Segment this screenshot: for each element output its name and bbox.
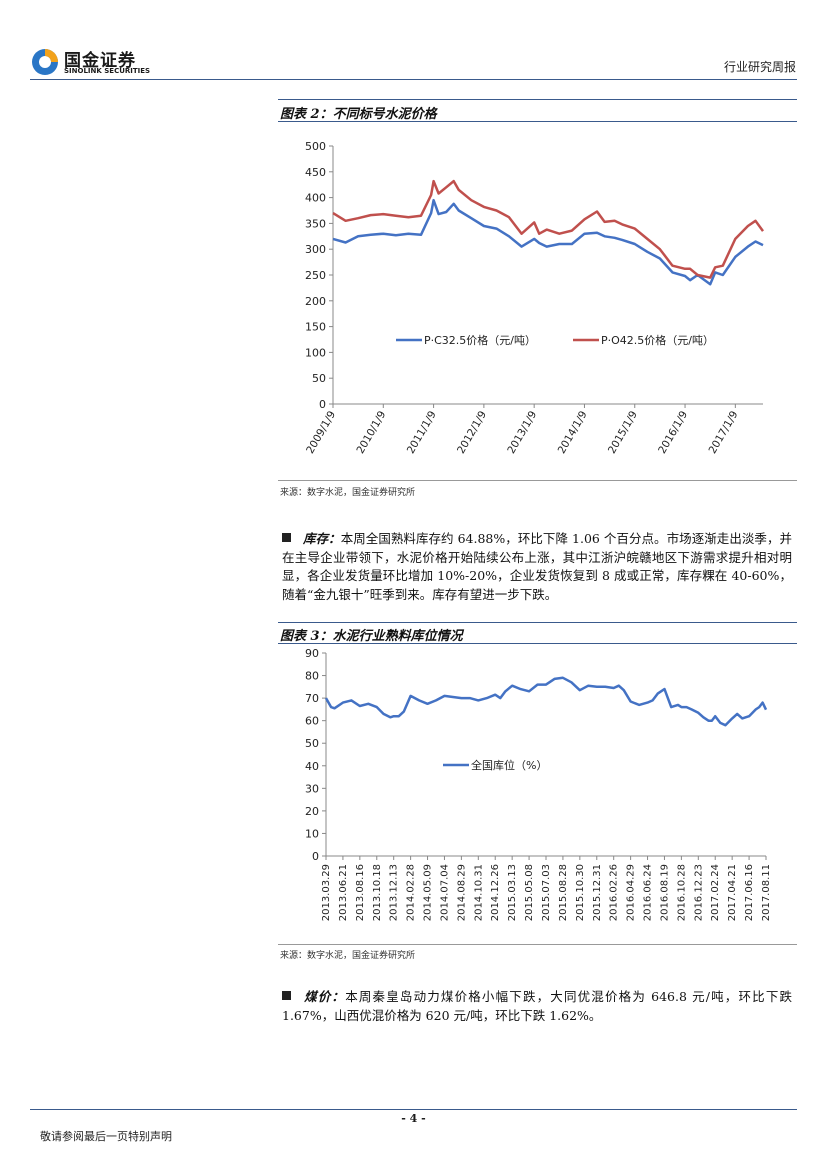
y-tick-label: 500 (305, 140, 326, 153)
y-tick-label: 30 (305, 782, 319, 795)
x-tick-label: 2015.10.30 (575, 864, 586, 921)
x-tick-label: 2013.06.21 (338, 864, 349, 921)
paragraph-lead: 库存： (303, 531, 341, 546)
y-tick-label: 150 (305, 321, 326, 334)
x-tick-label: 2016.06.24 (643, 864, 654, 921)
x-tick-label: 2013.12.13 (389, 864, 400, 921)
x-tick-label: 2017.02.24 (710, 864, 721, 921)
x-tick-label: 2015/1/9 (606, 409, 640, 456)
bullet-icon (282, 533, 291, 542)
y-tick-label: 400 (305, 192, 326, 205)
fig3-chart: 0 10 20 30 40 50 60 70 80 90 2013.03.29 2013.06.21 2… (305, 647, 772, 921)
y-tick-label: 70 (305, 692, 319, 705)
y-tick-label: 50 (305, 737, 319, 750)
x-tick-label: 2011/1/9 (405, 409, 439, 456)
x-tick-label: 2016.12.23 (693, 864, 704, 921)
x-tick-label: 2009/1/9 (304, 409, 338, 456)
y-tick-label: 350 (305, 217, 326, 230)
fig3-top-rule (278, 622, 797, 623)
y-tick-label: 250 (305, 269, 326, 282)
bullet-icon (282, 991, 291, 1000)
x-tick-label: 2017/1/9 (707, 409, 741, 456)
paragraph-inventory: 库存：本周全国熟料库存约 64.88%，环比下降 1.06 个百分点。市场逐渐走… (282, 530, 792, 604)
fig2-title-rule (278, 121, 797, 122)
legend-label: P·C32.5价格（元/吨） (424, 333, 536, 347)
y-tick-label: 0 (312, 850, 319, 863)
x-tick-label: 2010/1/9 (355, 409, 389, 456)
paragraph-text: 本周秦皇岛动力煤价格小幅下跌，大同优混价格为 646.8 元/吨，环比下跌 1.… (282, 989, 792, 1023)
x-tick-label: 2016.08.19 (659, 864, 670, 921)
paragraph-lead: 煤价： (303, 989, 346, 1004)
x-tick-label: 2017.08.11 (761, 864, 772, 921)
fig2-source: 来源：数字水泥，国金证券研究所 (280, 488, 416, 498)
x-tick-label: 2014.10.31 (473, 864, 484, 921)
x-tick-label: 2013/1/9 (505, 409, 539, 456)
fig3-title: 图表 3：水泥行业熟料库位情况 (280, 629, 463, 644)
logo: 国金证券 SINOLINK SECURITIES (30, 46, 160, 78)
logo-icon (32, 49, 58, 75)
x-tick-label: 2015.05.08 (524, 864, 535, 921)
y-tick-label: 80 (305, 670, 319, 683)
series-line (324, 676, 768, 727)
y-tick-label: 300 (305, 243, 326, 256)
x-tick-label: 2014.08.29 (456, 864, 467, 921)
x-tick-label: 2014.02.28 (406, 864, 417, 921)
header-rule (30, 79, 797, 80)
x-tick-label: 2013.10.18 (372, 864, 383, 921)
x-tick-label: 2014.05.09 (423, 864, 434, 921)
y-tick-label: 200 (305, 295, 326, 308)
x-tick-label: 2015.07.03 (541, 864, 552, 921)
fig2-title: 图表 2：不同标号水泥价格 (280, 107, 437, 122)
fig2-top-rule (278, 99, 797, 100)
y-tick-label: 0 (319, 398, 326, 411)
logo-en: SINOLINK SECURITIES (64, 67, 151, 75)
x-tick-label: 2016.10.28 (676, 864, 687, 921)
y-tick-label: 10 (305, 827, 319, 840)
legend-label: P·O42.5价格（元/吨） (601, 333, 714, 347)
series-line (332, 198, 764, 286)
y-tick-label: 100 (305, 346, 326, 359)
y-tick-label: 20 (305, 805, 319, 818)
x-tick-label: 2016.02.26 (609, 864, 620, 921)
x-tick-label: 2013.03.29 (321, 864, 332, 921)
x-tick-label: 2014.12.26 (490, 864, 501, 921)
x-tick-label: 2015.03.13 (507, 864, 518, 921)
page-number: - 4 - (401, 1112, 426, 1125)
paragraph-text: 本周全国熟料库存约 64.88%，环比下降 1.06 个百分点。市场逐渐走出淡季… (282, 531, 792, 602)
fig3-title-rule (278, 643, 797, 644)
report-type: 行业研究周报 (723, 60, 796, 74)
y-tick-label: 90 (305, 647, 319, 660)
x-tick-label: 2013.08.16 (355, 864, 366, 921)
x-tick-label: 2014/1/9 (556, 409, 590, 456)
x-tick-label: 2012/1/9 (455, 409, 489, 456)
x-tick-label: 2017.04.21 (727, 864, 738, 921)
x-tick-label: 2016.04.29 (626, 864, 637, 921)
fig2-bottom-rule (278, 480, 797, 481)
fig3-bottom-rule (278, 944, 797, 945)
y-tick-label: 60 (305, 715, 319, 728)
paragraph-coal: 煤价：本周秦皇岛动力煤价格小幅下跌，大同优混价格为 646.8 元/吨，环比下跌… (282, 988, 792, 1025)
disclaimer: 敬请参阅最后一页特别声明 (40, 1130, 172, 1143)
x-tick-label: 2016/1/9 (656, 409, 690, 456)
fig2-chart: 0 50 100 150 200 250 300 350 400 450 500 2009/1/9 20… (304, 140, 765, 456)
footer-rule (30, 1109, 797, 1110)
legend-label: 全国库位（%） (471, 758, 547, 772)
y-tick-label: 450 (305, 166, 326, 179)
y-tick-label: 50 (312, 372, 326, 385)
x-tick-label: 2015.12.31 (592, 864, 603, 921)
x-tick-label: 2014.07.04 (439, 864, 450, 921)
series-line (332, 179, 765, 279)
x-tick-label: 2017.06.16 (744, 864, 755, 921)
logo-cn: 国金证券 (64, 51, 136, 71)
x-tick-label: 2015.08.28 (558, 864, 569, 921)
y-tick-label: 40 (305, 760, 319, 773)
fig3-source: 来源：数字水泥，国金证券研究所 (280, 951, 416, 961)
